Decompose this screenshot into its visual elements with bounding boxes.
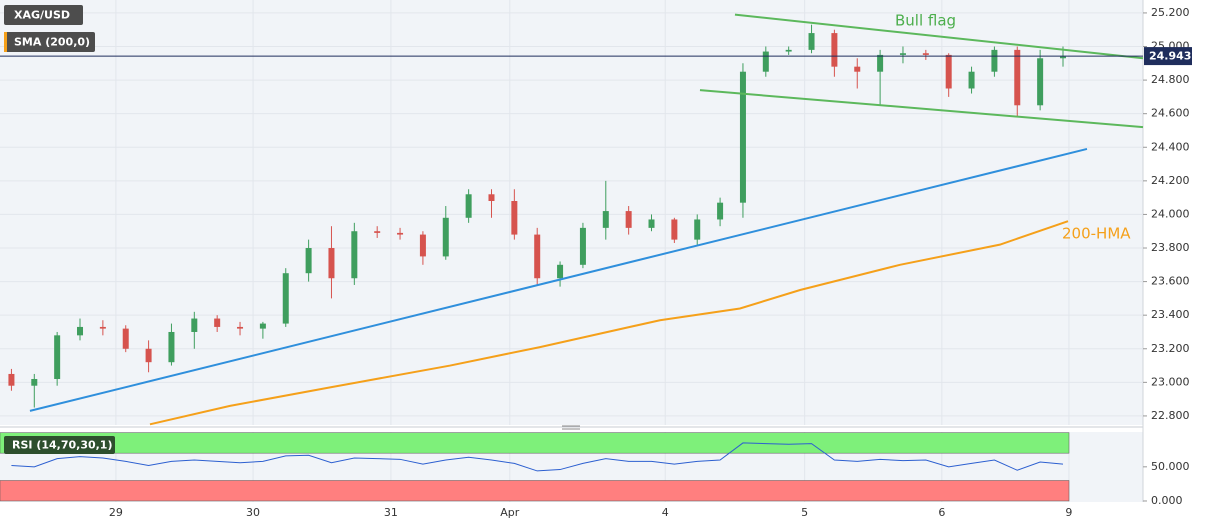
candle-body: [1037, 58, 1044, 106]
candle-body: [488, 194, 495, 201]
candle-body: [214, 318, 221, 327]
candle-body: [671, 219, 678, 240]
candle-body: [99, 326, 106, 329]
x-tick-label: 9: [1065, 506, 1072, 519]
symbol-label: XAG/USD: [14, 9, 70, 22]
trend-line: [29, 147, 1088, 412]
x-tick-label: 29: [109, 506, 123, 519]
candle-body: [31, 378, 38, 386]
price-pane: [0, 0, 1143, 425]
trend-line: [149, 220, 1069, 426]
legend-swatch: [4, 32, 7, 52]
y-tick-label: 25.200: [1151, 6, 1190, 19]
candle-body: [419, 234, 426, 257]
y-tick-label: 23.200: [1151, 342, 1190, 355]
last-price-box: [1144, 47, 1192, 66]
rsi-band: [0, 432, 1070, 454]
x-tick-label: 4: [662, 506, 669, 519]
trend-line: [734, 13, 1144, 60]
candle-body: [534, 234, 541, 279]
x-tick-label: 5: [801, 506, 808, 519]
candle-body: [191, 318, 198, 332]
x-tick-label: Apr: [500, 506, 520, 519]
rsi-line: [11, 442, 1064, 472]
candle-body: [1059, 56, 1066, 59]
y-tick-label: 23.000: [1151, 375, 1190, 388]
candle-body: [557, 264, 564, 279]
last-price-label: 24.943: [1149, 50, 1191, 63]
x-tick-label: 6: [938, 506, 945, 519]
legend-box: [4, 5, 83, 25]
line-label: 200-HMA: [1062, 225, 1131, 243]
y-tick-label: 24.800: [1151, 73, 1190, 86]
candle-body: [579, 227, 586, 265]
indicator-label: SMA (200,0): [14, 36, 90, 49]
candle-body: [1014, 49, 1021, 106]
candle-body: [968, 71, 975, 89]
candle-body: [899, 53, 906, 55]
candle-body: [625, 211, 632, 228]
rsi-band: [0, 480, 1070, 502]
candle-body: [991, 49, 998, 72]
candle-body: [237, 326, 244, 329]
candle-body: [328, 248, 335, 279]
y-tick-label: 23.600: [1151, 275, 1190, 288]
x-tick-label: 30: [246, 506, 260, 519]
y-tick-label: 24.400: [1151, 140, 1190, 153]
candle-body: [602, 211, 609, 228]
trend-line: [699, 89, 1144, 129]
candle-body: [831, 33, 838, 67]
y-tick-label: 24.200: [1151, 174, 1190, 187]
y-tick-label: 24.000: [1151, 207, 1190, 220]
candle-body: [282, 273, 289, 324]
legend-box: [4, 436, 115, 454]
candle-body: [877, 54, 884, 72]
candle-body: [785, 49, 792, 52]
y-tick-label: 0.000: [1151, 494, 1183, 507]
candle-body: [397, 232, 404, 235]
candle-body: [808, 33, 815, 50]
candle-body: [374, 231, 381, 233]
candle-body: [77, 326, 84, 336]
candle-body: [351, 231, 358, 279]
candle-body: [717, 202, 724, 220]
plot: 200-HMA: [0, 13, 1144, 502]
candle-body: [54, 335, 61, 379]
y-tick-label: 23.800: [1151, 241, 1190, 254]
candle-body: [465, 194, 472, 218]
y-tick-label: 23.400: [1151, 308, 1190, 321]
candle-body: [694, 219, 701, 240]
candle-body: [854, 66, 861, 72]
annotation: Bull flag: [895, 12, 956, 30]
candle-body: [762, 51, 769, 72]
candle-body: [648, 219, 655, 228]
y-tick-label: 50.000: [1151, 460, 1190, 473]
candle-body: [511, 200, 518, 235]
candle-body: [145, 348, 152, 363]
candle-body: [442, 217, 449, 257]
candle-body: [8, 373, 15, 386]
candle-body: [305, 248, 312, 274]
legend-box: [4, 32, 95, 52]
candle-body: [259, 323, 266, 329]
candle-body: [922, 53, 929, 55]
x-tick-label: 31: [384, 506, 398, 519]
candle-body: [945, 54, 952, 89]
rsi-label: RSI (14,70,30,1): [12, 439, 112, 452]
y-tick-label: 22.800: [1151, 409, 1190, 422]
y-tick-label: 24.600: [1151, 107, 1190, 120]
candle-body: [168, 331, 175, 363]
candle-body: [122, 328, 129, 349]
candle-body: [739, 71, 746, 203]
